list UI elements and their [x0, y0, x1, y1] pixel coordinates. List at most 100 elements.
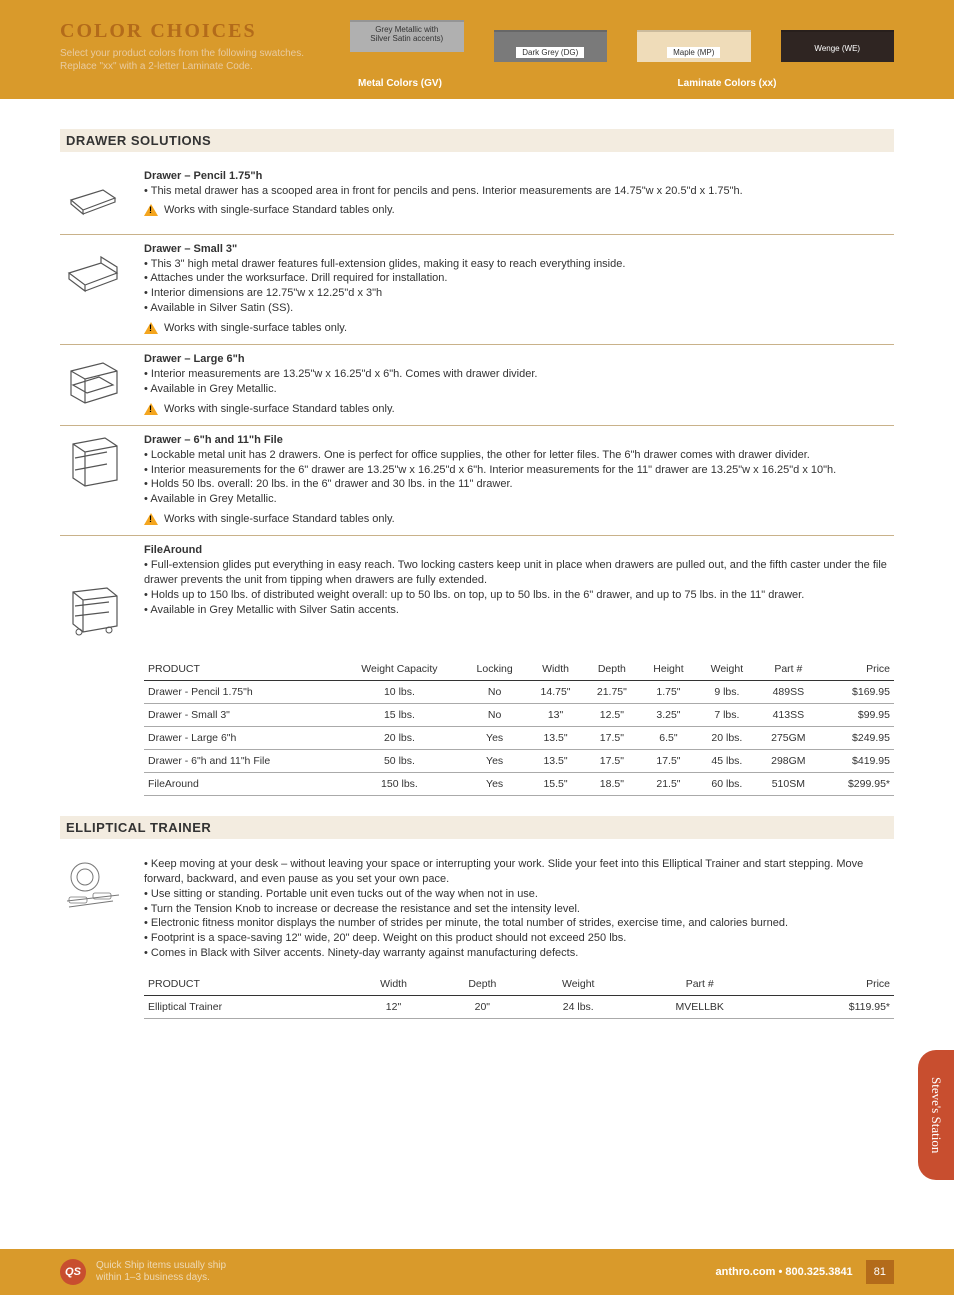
warning-line: Works with single-surface Standard table… [144, 403, 894, 415]
warning-icon [144, 204, 158, 216]
bullet: Available in Grey Metallic with Silver S… [144, 603, 894, 618]
drawer-illustration [60, 170, 126, 224]
bullet: Turn the Tension Knob to increase or dec… [144, 902, 894, 917]
table-cell: $299.95* [820, 773, 894, 796]
table-cell: $419.95 [820, 750, 894, 773]
swatch-area: Grey Metallic withSilver Satin accents) D… [350, 20, 894, 89]
table-header: Part # [757, 658, 820, 681]
table-header: Price [770, 973, 894, 996]
swatch: Wenge (WE) [781, 30, 895, 72]
table-header: Weight [697, 658, 757, 681]
table-cell: 20 lbs. [697, 727, 757, 750]
qs-line-2: within 1–3 business days. [96, 1272, 226, 1284]
table-cell: 21.5" [640, 773, 697, 796]
table-cell: 14.75" [527, 681, 583, 704]
table-cell: 17.5" [584, 750, 640, 773]
color-choices-header: COLOR CHOICES Select your product colors… [0, 0, 954, 99]
table-header: Part # [629, 973, 771, 996]
table-cell: Drawer - Small 3" [144, 704, 337, 727]
swatch-label: Dark Grey (DG) [494, 48, 608, 58]
warning-icon [144, 322, 158, 334]
drawer-illustration [60, 353, 126, 415]
warning-text: Works with single-surface Standard table… [164, 403, 395, 415]
table-cell: 489SS [757, 681, 820, 704]
bullet: Footprint is a space-saving 12" wide, 20… [144, 931, 894, 946]
table-cell: 45 lbs. [697, 750, 757, 773]
item-title: FileAround [144, 544, 894, 556]
bullet: Electronic fitness monitor displays the … [144, 916, 894, 931]
table-cell: 275GM [757, 727, 820, 750]
table-cell: Yes [462, 773, 528, 796]
table-cell: 17.5" [640, 750, 697, 773]
table-cell: 12.5" [584, 704, 640, 727]
table-row: FileAround150 lbs.Yes15.5"18.5"21.5"60 l… [144, 773, 894, 796]
bullet: Interior measurements are 13.25"w x 16.2… [144, 367, 894, 382]
table-cell: 13.5" [527, 750, 583, 773]
table-cell: 510SM [757, 773, 820, 796]
warning-text: Works with single-surface tables only. [164, 322, 347, 334]
bullet: Available in Grey Metallic. [144, 382, 894, 397]
table-cell: MVELLBK [629, 995, 771, 1018]
swatch-label: Wenge (WE) [781, 44, 895, 54]
group-metal-label: Metal Colors (GV) [350, 78, 470, 89]
swatch-label: Grey Metallic withSilver Satin accents) [350, 24, 464, 44]
item-title: Drawer – Large 6"h [144, 353, 894, 365]
table-cell: 15.5" [527, 773, 583, 796]
bullet: Comes in Black with Silver accents. Nine… [144, 946, 894, 961]
table-cell: No [462, 681, 528, 704]
warning-line: Works with single-surface tables only. [144, 322, 894, 334]
page-content: DRAWER SOLUTIONS Drawer – Pencil 1.75"hT… [0, 99, 954, 1029]
warning-line: Works with single-surface Standard table… [144, 204, 894, 216]
side-tab: Steve's Station [918, 1050, 954, 1180]
table-cell: 9 lbs. [697, 681, 757, 704]
item-bullets: Lockable metal unit has 2 drawers. One i… [144, 448, 894, 507]
color-choices-text: COLOR CHOICES Select your product colors… [60, 20, 320, 73]
bullet: Use sitting or standing. Portable unit e… [144, 887, 894, 902]
swatch: Maple (MP) [637, 30, 751, 72]
table-cell: 6.5" [640, 727, 697, 750]
swatch-label: Maple (MP) [637, 48, 751, 58]
table-cell: Yes [462, 727, 528, 750]
item-bullets: Full-extension glides put everything in … [144, 558, 894, 617]
color-choices-title: COLOR CHOICES [60, 20, 320, 43]
elliptical-item: Keep moving at your desk – without leavi… [60, 849, 894, 1029]
table-cell: $119.95* [770, 995, 894, 1018]
table-cell: 21.75" [584, 681, 640, 704]
drawer-item: FileAround Full-extension glides put ever… [60, 536, 894, 648]
elliptical-illustration [60, 857, 126, 1019]
table-cell: 17.5" [584, 727, 640, 750]
table-row: Elliptical Trainer12"20"24 lbs.MVELLBK$1… [144, 995, 894, 1018]
drawer-illustration [60, 434, 126, 525]
drawer-spec-table: PRODUCTWeight CapacityLockingWidthDepthH… [144, 658, 894, 796]
bullet: Interior measurements for the 6" drawer … [144, 463, 894, 478]
item-bullets: This metal drawer has a scooped area in … [144, 184, 894, 199]
warning-text: Works with single-surface Standard table… [164, 513, 395, 525]
table-cell: 15 lbs. [337, 704, 462, 727]
table-cell: 60 lbs. [697, 773, 757, 796]
table-row: Drawer - Small 3"15 lbs.No13"12.5"3.25"7… [144, 704, 894, 727]
item-bullets: This 3" high metal drawer features full-… [144, 257, 894, 316]
bullet: Available in Grey Metallic. [144, 492, 894, 507]
drawer-item: Drawer – Small 3"This 3" high metal draw… [60, 235, 894, 345]
table-cell: 150 lbs. [337, 773, 462, 796]
table-cell: Drawer - 6"h and 11"h File [144, 750, 337, 773]
side-tab-label: Steve's Station [928, 1077, 944, 1153]
table-header: Price [820, 658, 894, 681]
bullet: Keep moving at your desk – without leavi… [144, 857, 894, 887]
bullet: Holds 50 lbs. overall: 20 lbs. in the 6"… [144, 477, 894, 492]
drawer-illustration [60, 584, 126, 638]
warning-text: Works with single-surface Standard table… [164, 204, 395, 216]
group-laminate-label: Laminate Colors (xx) [560, 78, 894, 89]
swatch: Dark Grey (DG) [494, 30, 608, 72]
table-cell: 1.75" [640, 681, 697, 704]
drawer-item: Drawer – 6"h and 11"h FileLockable metal… [60, 426, 894, 536]
table-header: Depth [437, 973, 527, 996]
table-cell: FileAround [144, 773, 337, 796]
table-cell: 10 lbs. [337, 681, 462, 704]
table-cell: 13" [527, 704, 583, 727]
table-cell: 18.5" [584, 773, 640, 796]
table-cell: Elliptical Trainer [144, 995, 350, 1018]
bullet: This 3" high metal drawer features full-… [144, 257, 894, 272]
drawer-illustration [60, 243, 126, 334]
table-row: Drawer - 6"h and 11"h File50 lbs.Yes13.5… [144, 750, 894, 773]
